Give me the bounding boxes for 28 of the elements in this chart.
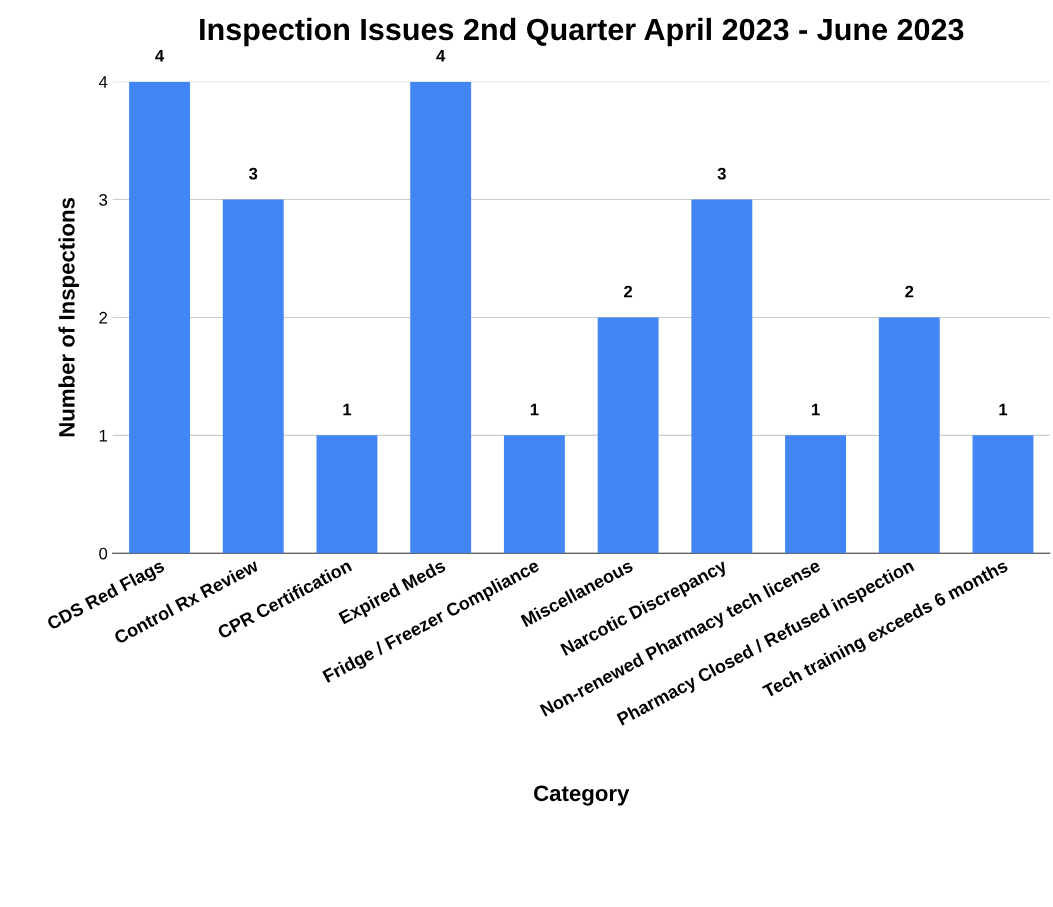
data-label: 1 <box>343 403 352 416</box>
bar <box>878 317 940 554</box>
bar <box>972 435 1034 554</box>
bar <box>222 199 284 554</box>
bar <box>316 435 378 554</box>
y-tick-label: 0 <box>99 547 108 560</box>
bar <box>129 81 190 554</box>
chart-title: Inspection Issues 2nd Quarter April 2023 - June 2023 <box>200 17 964 47</box>
data-label: 4 <box>436 50 446 62</box>
y-tick-label: 2 <box>99 311 107 324</box>
bar <box>691 199 753 554</box>
data-label: 1 <box>530 403 539 416</box>
data-label: 2 <box>905 285 914 298</box>
data-label: 2 <box>624 285 633 298</box>
bar <box>597 317 659 554</box>
data-label: 4 <box>155 50 165 62</box>
x-axis-title: Category <box>534 785 630 806</box>
data-label: 1 <box>811 403 820 416</box>
bar <box>410 81 472 554</box>
y-axis-title: Number of Inspections <box>58 197 80 437</box>
bar <box>785 435 847 554</box>
data-label: 1 <box>999 403 1008 416</box>
bar <box>503 435 565 554</box>
y-tick-label: 1 <box>99 429 107 442</box>
data-label: 3 <box>717 167 726 180</box>
data-label: 3 <box>249 167 258 180</box>
y-tick-label: 4 <box>98 76 108 88</box>
y-tick-label: 3 <box>99 193 108 206</box>
